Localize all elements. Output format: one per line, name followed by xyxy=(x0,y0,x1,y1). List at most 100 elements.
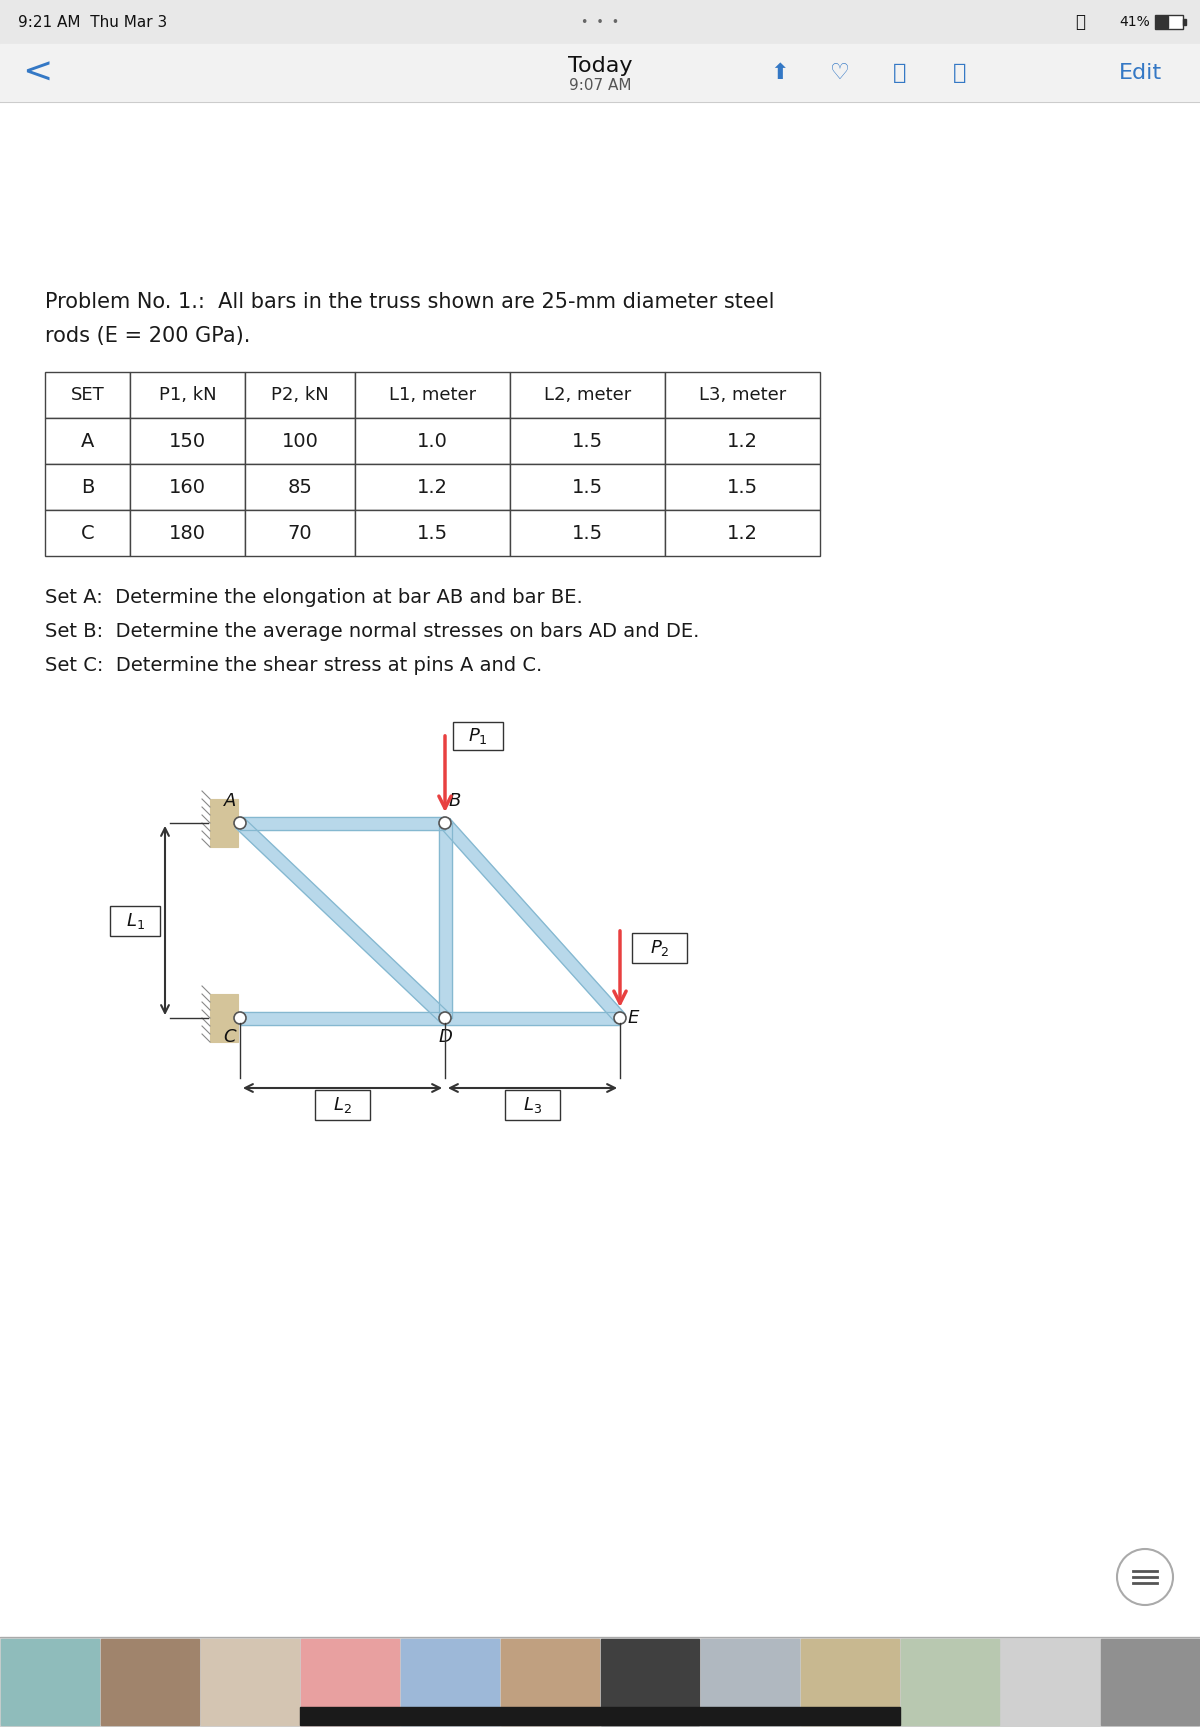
Text: 100: 100 xyxy=(282,432,318,451)
Bar xyxy=(130,509,245,556)
Text: $P_2$: $P_2$ xyxy=(649,938,670,958)
Bar xyxy=(245,371,355,418)
Bar xyxy=(401,1639,499,1725)
Bar xyxy=(0,0,1200,43)
Polygon shape xyxy=(235,819,450,1022)
Bar xyxy=(46,509,130,556)
Bar xyxy=(314,1090,370,1121)
Bar xyxy=(355,371,510,418)
Text: Today: Today xyxy=(568,55,632,76)
Circle shape xyxy=(439,1012,451,1024)
Bar xyxy=(355,418,510,465)
Text: 1.2: 1.2 xyxy=(727,523,758,542)
Text: 🗑: 🗑 xyxy=(953,62,967,83)
Bar xyxy=(0,1637,1200,1727)
Bar xyxy=(510,509,665,556)
Bar xyxy=(505,1090,560,1121)
Text: B: B xyxy=(449,793,461,810)
Bar xyxy=(1183,19,1186,24)
Bar xyxy=(665,509,820,556)
Text: ⬆: ⬆ xyxy=(770,62,790,83)
Bar xyxy=(601,1639,698,1725)
Text: 1.2: 1.2 xyxy=(727,432,758,451)
Text: Set A:  Determine the elongation at bar AB and bar BE.: Set A: Determine the elongation at bar A… xyxy=(46,587,583,606)
Text: $L_3$: $L_3$ xyxy=(523,1095,542,1116)
Text: D: D xyxy=(438,1028,452,1047)
Bar xyxy=(1156,16,1168,28)
Text: 70: 70 xyxy=(288,523,312,542)
Text: $L_1$: $L_1$ xyxy=(126,910,144,931)
Text: 9:07 AM: 9:07 AM xyxy=(569,78,631,93)
Bar xyxy=(1154,16,1183,29)
Bar xyxy=(665,465,820,509)
Text: L1, meter: L1, meter xyxy=(389,387,476,404)
Polygon shape xyxy=(240,817,445,829)
Text: P2, kN: P2, kN xyxy=(271,387,329,404)
Bar xyxy=(202,1639,299,1725)
Text: C: C xyxy=(80,523,95,542)
Circle shape xyxy=(234,1012,246,1024)
Text: L2, meter: L2, meter xyxy=(544,387,631,404)
Polygon shape xyxy=(240,1012,445,1024)
Circle shape xyxy=(439,817,451,829)
Text: 150: 150 xyxy=(169,432,206,451)
Bar xyxy=(245,509,355,556)
Text: •  •  •: • • • xyxy=(581,16,619,29)
Bar xyxy=(1,1639,98,1725)
Bar xyxy=(130,371,245,418)
Polygon shape xyxy=(438,824,451,1017)
Bar xyxy=(901,1639,998,1725)
Text: ⓘ: ⓘ xyxy=(893,62,907,83)
Bar xyxy=(101,1639,199,1725)
Bar xyxy=(510,371,665,418)
Text: <: < xyxy=(22,55,53,90)
Bar xyxy=(1102,1639,1199,1725)
Bar xyxy=(454,722,503,750)
Bar xyxy=(0,43,1200,102)
Circle shape xyxy=(1117,1549,1174,1604)
Bar xyxy=(110,905,160,936)
Text: SET: SET xyxy=(71,387,104,404)
Bar xyxy=(502,1639,599,1725)
Bar xyxy=(245,465,355,509)
Bar xyxy=(300,1706,900,1725)
Bar xyxy=(802,1639,899,1725)
Bar xyxy=(301,1639,398,1725)
Text: 1.5: 1.5 xyxy=(727,477,758,496)
Polygon shape xyxy=(440,819,625,1022)
Text: $L_2$: $L_2$ xyxy=(334,1095,352,1116)
Bar xyxy=(0,102,1200,1637)
Text: 1.5: 1.5 xyxy=(572,523,604,542)
Text: 9:21 AM  Thu Mar 3: 9:21 AM Thu Mar 3 xyxy=(18,14,167,29)
Bar xyxy=(130,465,245,509)
Text: 160: 160 xyxy=(169,477,206,496)
Bar xyxy=(665,371,820,418)
Bar xyxy=(210,995,238,1041)
Text: L3, meter: L3, meter xyxy=(698,387,786,404)
Text: ♡: ♡ xyxy=(830,62,850,83)
Text: C: C xyxy=(223,1028,236,1047)
Bar xyxy=(210,800,238,846)
Text: 1.5: 1.5 xyxy=(572,477,604,496)
Bar xyxy=(510,418,665,465)
Text: B: B xyxy=(80,477,94,496)
Text: Set C:  Determine the shear stress at pins A and C.: Set C: Determine the shear stress at pin… xyxy=(46,656,542,675)
Bar xyxy=(355,465,510,509)
Bar xyxy=(130,418,245,465)
Bar xyxy=(701,1639,799,1725)
Text: A: A xyxy=(80,432,94,451)
Polygon shape xyxy=(445,1012,620,1024)
Bar xyxy=(46,465,130,509)
Circle shape xyxy=(614,1012,626,1024)
Text: 1.0: 1.0 xyxy=(418,432,448,451)
Text: E: E xyxy=(628,1009,640,1028)
Text: 1.5: 1.5 xyxy=(416,523,448,542)
Text: Edit: Edit xyxy=(1118,62,1162,83)
Bar xyxy=(1001,1639,1099,1725)
Text: A: A xyxy=(223,793,236,810)
Text: 1.2: 1.2 xyxy=(418,477,448,496)
Text: $P_1$: $P_1$ xyxy=(468,725,488,746)
Text: 41%: 41% xyxy=(1120,16,1150,29)
Text: 85: 85 xyxy=(288,477,312,496)
Text: P1, kN: P1, kN xyxy=(158,387,216,404)
